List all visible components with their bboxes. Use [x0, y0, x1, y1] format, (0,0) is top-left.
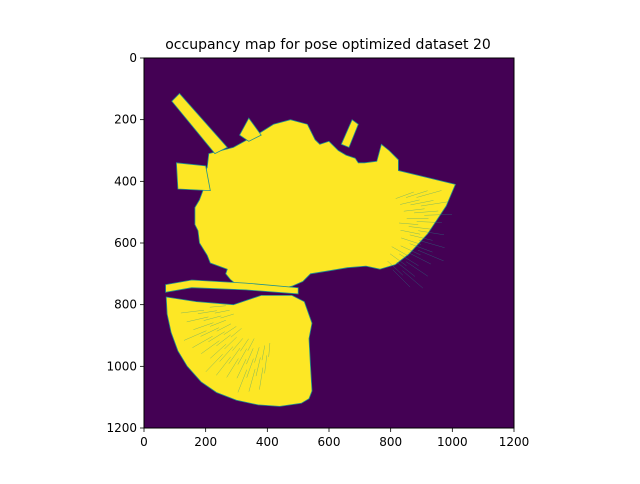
x-tick-label: 1200 — [499, 435, 530, 449]
x-tick-label: 800 — [379, 435, 402, 449]
y-tick-label: 600 — [114, 236, 137, 250]
chart-title: occupancy map for pose optimized dataset… — [165, 37, 491, 53]
x-tick-label: 1000 — [437, 435, 468, 449]
x-tick-label: 0 — [140, 435, 148, 449]
y-axis: 0 200 400 600 800 1000 1200 — [106, 51, 144, 435]
y-tick-label: 1200 — [106, 421, 137, 435]
y-tick-label: 200 — [114, 113, 137, 127]
region-left-notch — [176, 163, 210, 191]
x-tick-label: 200 — [194, 435, 217, 449]
x-tick-label: 400 — [256, 435, 279, 449]
y-tick-label: 800 — [114, 298, 137, 312]
y-tick-label: 1000 — [106, 359, 137, 373]
x-axis: 0 200 400 600 800 1000 1200 — [140, 428, 529, 449]
y-tick-label: 400 — [114, 174, 137, 188]
y-tick-label: 0 — [129, 51, 137, 65]
x-tick-label: 600 — [318, 435, 341, 449]
